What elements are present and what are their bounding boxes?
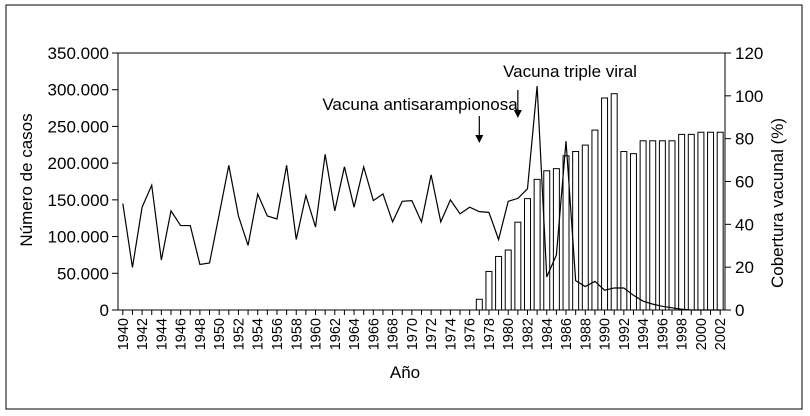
x-tick-label: 1952	[231, 318, 247, 350]
x-tick-label: 1992	[617, 318, 633, 350]
x-tick-label: 1990	[598, 318, 614, 350]
x-tick-label: 1994	[636, 318, 652, 350]
coverage-bar-1981	[514, 221, 522, 311]
right-tick-label: 20	[735, 258, 754, 277]
left-tick-label: 300.000	[48, 81, 109, 100]
coverage-bar-1997	[668, 140, 676, 311]
x-tick-label: 1982	[520, 318, 536, 350]
x-tick-label: 1996	[655, 318, 671, 350]
coverage-bar-1992	[620, 151, 628, 311]
annotation-label: Vacuna antisarampionosa	[322, 95, 518, 114]
coverage-bar-1977	[475, 298, 483, 311]
right-tick-label: 40	[735, 215, 754, 234]
left-tick-label: 350.000	[48, 44, 109, 63]
outer-frame	[5, 4, 803, 410]
x-tick-label: 1954	[251, 318, 267, 350]
x-tick-label: 1960	[309, 318, 325, 350]
x-tick-label: 1942	[135, 318, 151, 350]
x-tick-label: 1986	[559, 318, 575, 350]
x-tick-label: 1956	[270, 318, 286, 350]
coverage-bar-1983	[533, 178, 541, 311]
x-tick-label: 1974	[443, 318, 459, 350]
cases-line-group	[122, 85, 721, 311]
right-tick-label: 100	[735, 87, 763, 106]
x-tick-label: 1984	[540, 318, 556, 350]
x-tick-label: 2002	[713, 318, 729, 350]
annotations: Vacuna antisarampionosa Vacuna triple vir…	[322, 62, 637, 143]
coverage-bar-1980	[504, 249, 512, 311]
y-axis-right-label: Cobertura vacunal (%)	[768, 118, 787, 288]
x-tick-label: 1998	[675, 318, 691, 350]
right-axis-ticks: 0 20 40 60 80 100 120	[725, 44, 763, 320]
x-tick-label: 1962	[328, 318, 344, 350]
x-tick-label: 1968	[386, 318, 402, 350]
x-axis-ticks: 1940 1942 1944 1946 1948 1950 1952 1954 1956 1958…	[116, 310, 729, 350]
right-tick-label: 0	[735, 301, 744, 320]
coverage-bar-1982	[524, 198, 531, 311]
annotation-arrow-head	[475, 135, 484, 143]
x-tick-label: 1988	[578, 318, 594, 350]
x-tick-label: 1958	[289, 318, 305, 350]
left-tick-label: 150.000	[48, 191, 109, 210]
x-tick-label: 1944	[154, 318, 170, 350]
coverage-bar-2000	[697, 131, 705, 311]
coverage-bar-1994	[639, 140, 647, 311]
x-tick-label: 1964	[347, 318, 363, 350]
y-axis-left-label: Número de casos	[17, 113, 36, 246]
x-tick-label: 1948	[193, 318, 209, 350]
x-tick-label: 1966	[366, 318, 382, 350]
x-tick-label: 1972	[424, 318, 440, 350]
x-tick-label: 1940	[116, 318, 132, 350]
coverage-bar-1979	[495, 255, 503, 311]
x-tick-label: 2000	[694, 318, 710, 350]
right-tick-label: 60	[735, 173, 754, 192]
coverage-bar-1990	[601, 97, 609, 311]
x-tick-label: 1976	[463, 318, 479, 350]
coverage-bar-1998	[678, 133, 686, 311]
x-tick-label: 1980	[501, 318, 517, 350]
coverage-bar-1999	[687, 133, 695, 311]
coverage-bar-1985	[552, 168, 560, 311]
x-tick-label: 1950	[212, 318, 228, 350]
left-axis-ticks: 0 50.000 100.000 150.000 200.000 250.000 300.0…	[48, 44, 118, 320]
x-tick-label: 1946	[174, 318, 190, 350]
coverage-bar-1991	[610, 93, 618, 311]
coverage-bar-1993	[629, 153, 637, 311]
coverage-bar-1978	[485, 270, 493, 311]
left-tick-label: 250.000	[48, 117, 109, 136]
coverage-bar-1996	[658, 140, 666, 311]
coverage-bar-2001	[707, 131, 715, 311]
left-tick-label: 50.000	[57, 264, 109, 283]
x-tick-label: 1970	[405, 318, 421, 350]
coverage-bar-1987	[572, 151, 580, 311]
left-tick-label: 100.000	[48, 228, 109, 247]
coverage-bars	[475, 93, 724, 311]
coverage-bar-2002	[716, 131, 724, 311]
coverage-bar-1995	[649, 140, 657, 311]
right-tick-label: 120	[735, 44, 763, 63]
x-axis-label: Año	[390, 363, 420, 382]
x-tick-label: 1978	[482, 318, 498, 350]
left-tick-label: 200.000	[48, 154, 109, 173]
annotation-arrow-head	[513, 110, 522, 118]
right-tick-label: 80	[735, 130, 754, 149]
annotation-label: Vacuna triple viral	[503, 62, 637, 81]
left-tick-label: 0	[100, 301, 109, 320]
cases-line	[122, 85, 721, 311]
